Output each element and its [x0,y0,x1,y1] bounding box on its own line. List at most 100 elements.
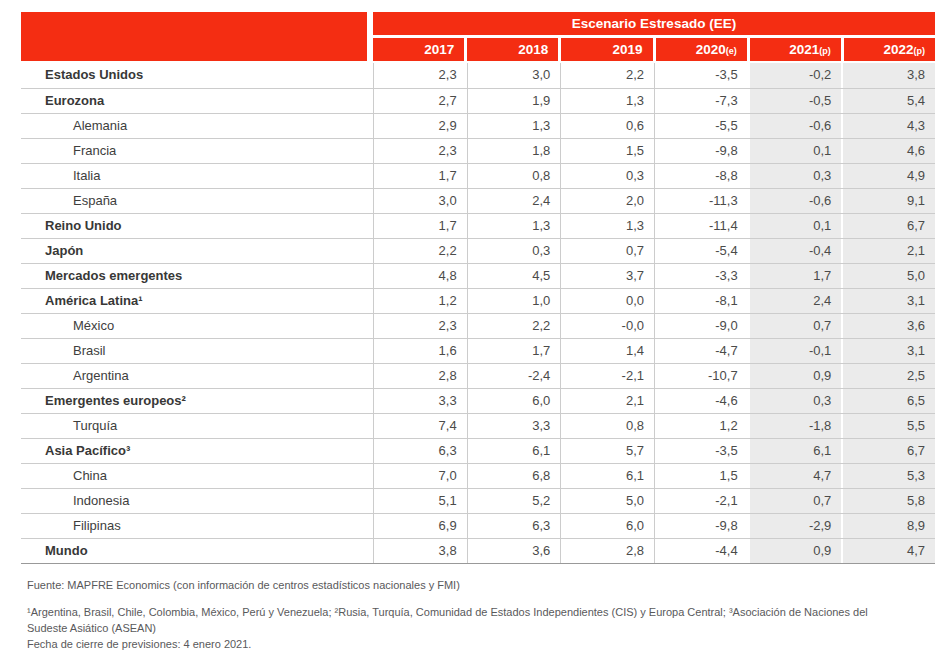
year-suffix-label: (e) [726,46,737,56]
value-cell: 5,8 [841,489,935,513]
row-label: Emergentes europeos² [21,389,373,413]
value-cell: 0,6 [560,114,654,138]
value-cell: -1,8 [748,414,842,438]
value-cell: 2,7 [373,89,467,113]
row-label: China [21,464,373,488]
value-cell: 5,7 [560,439,654,463]
table-row: América Latina¹1,21,00,0-8,12,43,1 [21,288,935,313]
value-cell: 5,3 [841,464,935,488]
value-cell: 5,2 [467,489,561,513]
row-label: Estados Unidos [21,63,373,88]
value-cell: -8,8 [654,164,748,188]
value-cell: 4,3 [841,114,935,138]
value-cell: 6,3 [373,439,467,463]
value-cell: -2,1 [560,364,654,388]
table-row: China7,06,86,11,54,75,3 [21,463,935,488]
value-cell: 3,1 [841,339,935,363]
year-column-header-2022: 2022(p) [841,38,935,61]
value-cell: 5,1 [373,489,467,513]
row-label: Argentina [21,364,373,388]
value-cell: 2,3 [373,63,467,88]
value-cell: 6,9 [373,514,467,538]
value-cell: 1,3 [560,89,654,113]
gdp-forecast-table: Escenario Estresado (EE) 201720182019202… [21,12,935,564]
value-cell: 0,0 [560,289,654,313]
value-cell: 4,7 [841,539,935,563]
row-label: México [21,314,373,338]
value-cell: 7,4 [373,414,467,438]
value-cell: -9,8 [654,514,748,538]
year-column-header-2019: 2019 [558,38,652,61]
value-cell: 1,7 [467,339,561,363]
value-cell: 4,6 [841,139,935,163]
value-cell: 5,5 [841,414,935,438]
value-cell: 5,0 [560,489,654,513]
value-cell: 6,0 [560,514,654,538]
row-label: Italia [21,164,373,188]
footnotes: ¹Argentina, Brasil, Chile, Colombia, Méx… [27,604,895,652]
table-row: Japón2,20,30,7-5,4-0,42,1 [21,238,935,263]
value-cell: 0,7 [560,239,654,263]
value-cell: 1,3 [560,214,654,238]
row-label: España [21,189,373,213]
value-cell: 4,7 [748,464,842,488]
row-label: Eurozona [21,89,373,113]
year-label: 2019 [612,42,642,57]
value-cell: 9,1 [841,189,935,213]
value-cell: 5,0 [841,264,935,288]
table-row: Indonesia5,15,25,0-2,10,75,8 [21,488,935,513]
value-cell: -2,4 [467,364,561,388]
value-cell: -4,6 [654,389,748,413]
value-cell: 1,6 [373,339,467,363]
table-row: Mundo3,83,62,8-4,40,94,7 [21,538,935,563]
value-cell: 6,3 [467,514,561,538]
value-cell: 1,8 [467,139,561,163]
value-cell: 3,3 [467,414,561,438]
value-cell: 3,0 [467,63,561,88]
value-cell: -4,7 [654,339,748,363]
year-column-header-2021: 2021(p) [747,38,841,61]
value-cell: -11,3 [654,189,748,213]
header-right-section: Escenario Estresado (EE) 201720182019202… [373,12,935,61]
table-row: Brasil1,61,71,4-4,7-0,13,1 [21,338,935,363]
year-label: 2022 [883,42,913,57]
table-row: Filipinas6,96,36,0-9,8-2,98,9 [21,513,935,538]
value-cell: 6,7 [841,214,935,238]
row-label: Japón [21,239,373,263]
value-cell: 1,7 [373,214,467,238]
table-row: Mercados emergentes4,84,53,7-3,31,75,0 [21,263,935,288]
value-cell: -3,5 [654,439,748,463]
value-cell: 1,4 [560,339,654,363]
value-cell: 0,9 [748,539,842,563]
table-row: Alemania2,91,30,6-5,5-0,64,3 [21,113,935,138]
value-cell: 2,0 [560,189,654,213]
value-cell: 2,2 [560,63,654,88]
row-label: América Latina¹ [21,289,373,313]
value-cell: 3,1 [841,289,935,313]
value-cell: 0,8 [560,414,654,438]
year-suffix-label: (p) [819,46,831,56]
value-cell: 6,1 [467,439,561,463]
table-row: Asia Pacífico³6,36,15,7-3,56,16,7 [21,438,935,463]
value-cell: 6,8 [467,464,561,488]
source-note: Fuente: MAPFRE Economics (con informació… [27,578,460,593]
row-label: Filipinas [21,514,373,538]
row-label: Asia Pacífico³ [21,439,373,463]
value-cell: 1,7 [373,164,467,188]
table-row: Italia1,70,80,3-8,80,34,9 [21,163,935,188]
value-cell: 1,2 [373,289,467,313]
value-cell: 3,3 [373,389,467,413]
year-header-row: 2017201820192020(e)2021(p)2022(p) [373,38,935,61]
table-header: Escenario Estresado (EE) 201720182019202… [21,12,935,61]
value-cell: 8,9 [841,514,935,538]
footnote-closing-date: Fecha de cierre de previsiones: 4 enero … [27,636,895,652]
value-cell: 3,8 [373,539,467,563]
value-cell: 0,9 [748,364,842,388]
value-cell: 2,5 [841,364,935,388]
value-cell: 1,2 [654,414,748,438]
scenario-title: Escenario Estresado (EE) [373,12,935,35]
value-cell: -5,5 [654,114,748,138]
value-cell: 1,5 [654,464,748,488]
value-cell: -9,8 [654,139,748,163]
value-cell: -0,6 [748,114,842,138]
